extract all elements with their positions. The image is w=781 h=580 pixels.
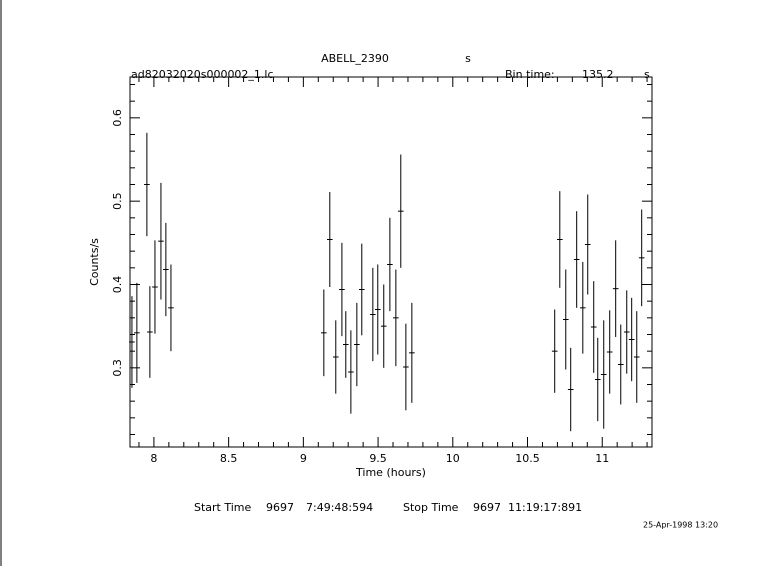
date-stamp: 25-Apr-1998 13:20 bbox=[643, 521, 718, 530]
title-unit: s bbox=[465, 52, 471, 65]
start-day: 9697 bbox=[266, 501, 294, 514]
x-tick-label: 9 bbox=[300, 452, 307, 465]
y-tick-label: 0.6 bbox=[111, 109, 124, 127]
stop-time: 11:19:17:891 bbox=[508, 501, 582, 514]
y-tick-label: 0.4 bbox=[111, 276, 124, 294]
bin-time: 135.2 bbox=[582, 68, 614, 81]
y-tick-label: 0.3 bbox=[111, 359, 124, 377]
start-time: 7:49:48:594 bbox=[306, 501, 373, 514]
x-tick-label: 9.5 bbox=[369, 452, 387, 465]
x-tick-label: 11 bbox=[595, 452, 609, 465]
stop-day: 9697 bbox=[473, 501, 501, 514]
chart-title: ABELL_2390 bbox=[321, 52, 389, 65]
start-label: Start Time bbox=[194, 501, 252, 514]
x-tick-label: 10.5 bbox=[515, 452, 540, 465]
y-axis-label: Counts/s bbox=[88, 238, 101, 286]
x-tick-label: 8.5 bbox=[220, 452, 238, 465]
file-name: ad82032020s000002_1.lc bbox=[131, 68, 274, 81]
y-tick-label: 0.5 bbox=[111, 192, 124, 210]
bin-time-unit: s bbox=[644, 68, 650, 81]
x-tick-label: 10 bbox=[446, 452, 460, 465]
x-axis-label: Time (hours) bbox=[355, 466, 426, 479]
stop-label: Stop Time bbox=[403, 501, 459, 514]
x-tick-label: 8 bbox=[150, 452, 157, 465]
plot-frame bbox=[129, 76, 653, 448]
